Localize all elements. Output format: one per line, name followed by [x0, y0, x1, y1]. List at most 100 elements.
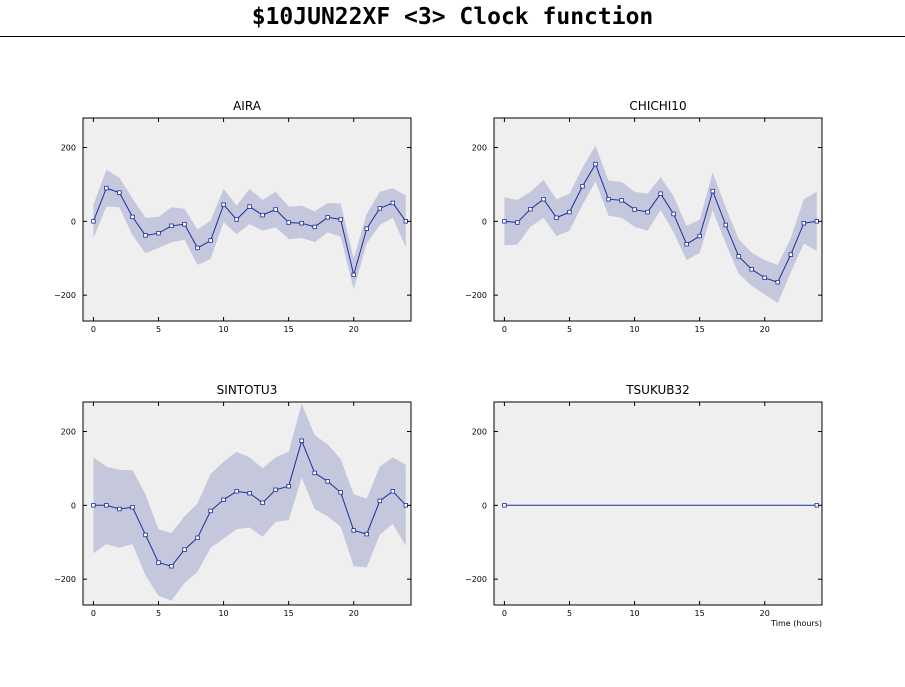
data-point — [697, 233, 702, 239]
data-point — [710, 188, 715, 194]
data-point — [260, 212, 265, 218]
x-tick-label: 5 — [156, 609, 161, 618]
plot-frame — [82, 117, 412, 322]
y-tick-label: 200 — [472, 144, 487, 153]
x-tick-label: 20 — [760, 325, 770, 334]
data-point — [91, 219, 96, 224]
data-point — [338, 217, 343, 222]
x-axis-label: Time (hours) — [770, 619, 822, 628]
data-point — [260, 500, 265, 505]
data-point — [208, 238, 213, 243]
data-point — [645, 209, 650, 215]
data-point — [273, 487, 278, 492]
data-point — [749, 267, 754, 272]
data-point — [208, 508, 213, 514]
data-point — [195, 535, 200, 540]
data-point — [182, 222, 187, 227]
data-point — [312, 470, 317, 476]
data-point — [130, 504, 135, 510]
data-point — [117, 506, 122, 512]
x-tick-label: 10 — [629, 609, 639, 618]
data-point — [658, 191, 663, 196]
data-point — [775, 279, 780, 285]
data-point — [182, 547, 187, 552]
data-point — [156, 560, 161, 565]
panel-aira: 0 5 10 15 20 −200 0 200 AIRA — [54, 99, 412, 334]
data-point — [606, 196, 611, 202]
data-point — [273, 207, 278, 212]
data-point — [736, 254, 741, 259]
panel-title: SINTOTU3 — [217, 383, 278, 397]
data-point — [377, 206, 382, 211]
x-tick-label: 0 — [502, 609, 507, 618]
y-tick-label: 0 — [482, 501, 487, 510]
panel-title: AIRA — [233, 99, 262, 113]
data-point — [169, 564, 174, 569]
data-point — [390, 200, 395, 206]
x-tick-label: 15 — [695, 325, 705, 334]
x-tick-label: 20 — [760, 609, 770, 618]
data-point — [221, 202, 226, 207]
data-point — [541, 196, 546, 202]
data-point — [723, 222, 728, 228]
y-tick-label: 200 — [472, 428, 487, 437]
data-point — [325, 479, 330, 484]
x-tick-label: 20 — [349, 325, 359, 334]
data-point — [364, 226, 369, 231]
x-tick-label: 10 — [218, 609, 228, 618]
data-point — [143, 233, 148, 238]
y-tick-label: 200 — [61, 144, 76, 153]
data-point — [515, 220, 520, 225]
data-point — [567, 209, 572, 215]
data-point — [325, 215, 330, 220]
x-tick-label: 0 — [91, 609, 96, 618]
data-point — [632, 207, 637, 212]
data-point — [377, 498, 382, 504]
data-point — [286, 483, 291, 489]
data-point — [299, 438, 304, 443]
data-point — [104, 503, 109, 508]
data-point — [234, 217, 239, 222]
page-title: $10JUN22XF <3> Clock function — [251, 4, 654, 30]
data-point — [801, 220, 806, 226]
data-point — [117, 190, 122, 195]
data-point — [502, 219, 507, 224]
data-point — [130, 214, 135, 220]
data-point — [351, 528, 356, 533]
data-point — [671, 211, 676, 217]
data-point — [91, 503, 96, 508]
data-point — [788, 252, 793, 257]
x-tick-label: 5 — [567, 325, 572, 334]
data-point — [502, 503, 507, 508]
y-tick-label: 0 — [71, 501, 76, 510]
data-point — [143, 532, 148, 538]
plot-frame — [82, 401, 412, 606]
data-point — [104, 185, 109, 191]
data-point — [619, 198, 624, 203]
x-tick-label: 15 — [284, 609, 294, 618]
data-point — [195, 245, 200, 251]
data-point — [351, 272, 356, 278]
data-point — [247, 490, 252, 496]
title-divider — [0, 36, 905, 37]
panel-tsukub32: 0 5 10 15 20 −200 0 200 TSUKUB32 Time (hours) — [465, 383, 823, 628]
y-tick-label: 0 — [71, 217, 76, 226]
data-point — [554, 215, 559, 220]
y-tick-label: −200 — [465, 575, 487, 584]
panel-sintotu3: 0 5 10 15 20 −200 0 200 SINTOTU3 — [54, 383, 412, 618]
y-tick-label: −200 — [54, 575, 76, 584]
data-point — [684, 241, 689, 247]
confidence-band — [93, 403, 406, 601]
data-point — [762, 275, 767, 280]
panel-title: CHICHI10 — [629, 99, 686, 113]
y-tick-label: 200 — [61, 428, 76, 437]
x-tick-label: 20 — [349, 609, 359, 618]
x-tick-label: 10 — [218, 325, 228, 334]
x-tick-label: 15 — [695, 609, 705, 618]
x-tick-label: 5 — [156, 325, 161, 334]
data-point — [234, 489, 239, 494]
data-point — [286, 220, 291, 225]
y-tick-label: −200 — [54, 291, 76, 300]
x-tick-label: 10 — [629, 325, 639, 334]
data-point — [247, 204, 252, 209]
